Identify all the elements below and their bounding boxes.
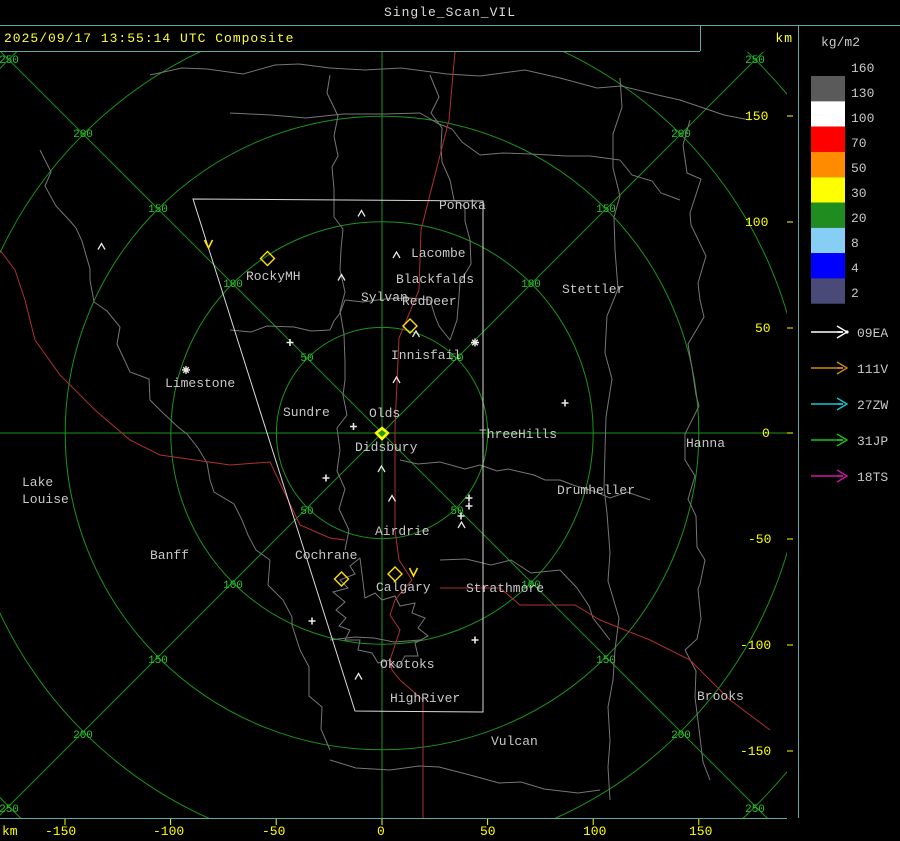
svg-text:09EA: 09EA — [857, 326, 888, 341]
svg-text:kg/m2: kg/m2 — [821, 35, 860, 50]
svg-text:Didsbury: Didsbury — [355, 440, 418, 455]
svg-text:31JP: 31JP — [857, 434, 888, 449]
svg-text:100: 100 — [223, 580, 243, 592]
svg-text:250: 250 — [0, 55, 19, 67]
svg-text:Cochrane: Cochrane — [295, 548, 357, 563]
svg-text:100: 100 — [521, 279, 541, 291]
svg-text:2: 2 — [851, 286, 859, 301]
svg-text:Louise: Louise — [22, 492, 69, 507]
svg-text:Strathmore: Strathmore — [466, 581, 544, 596]
svg-text:150: 150 — [596, 204, 616, 216]
svg-text:Vulcan: Vulcan — [491, 734, 538, 749]
svg-text:ThreeHills: ThreeHills — [479, 427, 557, 442]
svg-text:Hanna: Hanna — [686, 436, 725, 451]
svg-text:Olds: Olds — [369, 406, 400, 421]
svg-text:150: 150 — [596, 655, 616, 667]
svg-text:200: 200 — [671, 129, 691, 141]
svg-text:Innisfail: Innisfail — [391, 348, 461, 363]
svg-text:250: 250 — [745, 55, 765, 67]
svg-text:4: 4 — [851, 261, 859, 276]
svg-text:50: 50 — [851, 161, 867, 176]
svg-text:250: 250 — [745, 804, 765, 816]
svg-text:150: 150 — [148, 204, 168, 216]
svg-text:27ZW: 27ZW — [857, 398, 888, 413]
svg-text:70: 70 — [851, 136, 867, 151]
svg-text:HighRiver: HighRiver — [390, 691, 460, 706]
svg-text:8: 8 — [851, 236, 859, 251]
svg-text:Ponoka: Ponoka — [439, 198, 486, 213]
svg-text:Sylvan: Sylvan — [361, 290, 408, 305]
svg-text:Lake: Lake — [22, 475, 53, 490]
svg-text:150: 150 — [148, 655, 168, 667]
svg-text:200: 200 — [671, 730, 691, 742]
svg-text:Drumheller: Drumheller — [557, 483, 635, 498]
svg-text:Okotoks: Okotoks — [380, 657, 435, 672]
svg-text:200: 200 — [73, 129, 93, 141]
svg-text:Brooks: Brooks — [697, 689, 744, 704]
svg-text:20: 20 — [851, 211, 867, 226]
svg-text:RedDeer: RedDeer — [402, 294, 457, 309]
svg-text:Calgary: Calgary — [376, 580, 431, 595]
svg-text:Airdrie: Airdrie — [375, 524, 430, 539]
svg-text:Blackfalds: Blackfalds — [396, 272, 474, 287]
svg-text:Lacombe: Lacombe — [411, 246, 466, 261]
svg-text:18TS: 18TS — [857, 470, 888, 485]
svg-text:Sundre: Sundre — [283, 405, 330, 420]
svg-text:Limestone: Limestone — [165, 376, 235, 391]
svg-text:200: 200 — [73, 730, 93, 742]
svg-text:50: 50 — [300, 353, 313, 365]
svg-text:Banff: Banff — [150, 548, 189, 563]
svg-text:30: 30 — [851, 186, 867, 201]
svg-text:250: 250 — [0, 804, 19, 816]
svg-text:100: 100 — [223, 279, 243, 291]
svg-text:RockyMH: RockyMH — [246, 269, 301, 284]
svg-text:50: 50 — [300, 506, 313, 518]
svg-text:160: 160 — [851, 61, 874, 76]
svg-text:111V: 111V — [857, 362, 888, 377]
svg-text:Stettler: Stettler — [562, 282, 624, 297]
svg-text:100: 100 — [851, 111, 874, 126]
svg-text:130: 130 — [851, 86, 874, 101]
